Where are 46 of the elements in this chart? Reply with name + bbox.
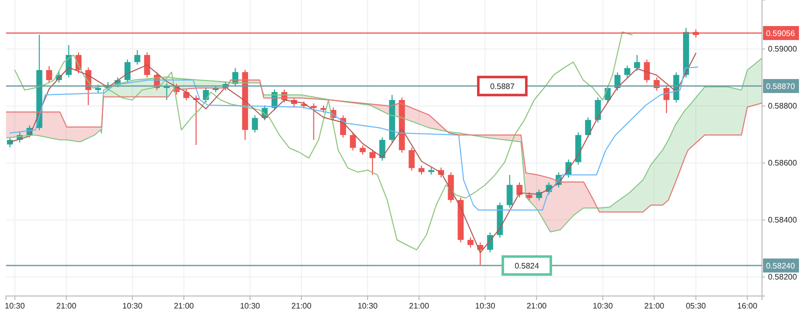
y-tick-label: 0.58600 xyxy=(768,158,798,168)
x-tick-label: 10:30 xyxy=(475,302,496,310)
candlestick xyxy=(644,59,650,84)
candlestick xyxy=(516,182,522,198)
candlestick xyxy=(350,132,356,151)
y-tick-label: 0.58800 xyxy=(768,102,798,111)
x-tick-label: 10:30 xyxy=(122,302,143,310)
annotation: 0.5824 xyxy=(514,262,540,271)
candlestick xyxy=(202,86,209,104)
candlestick xyxy=(408,147,415,172)
x-tick-label: 21:00 xyxy=(174,302,194,310)
candlestick xyxy=(467,236,474,248)
x-tick-label: 21:00 xyxy=(291,302,312,310)
candlestick xyxy=(624,65,630,78)
candlestick xyxy=(379,136,386,162)
candlestick xyxy=(585,116,592,138)
x-tick-label: 10:30 xyxy=(240,302,261,310)
x-tick-label: 21:00 xyxy=(56,302,77,310)
annotation: 0.5887 xyxy=(490,82,516,92)
candlestick xyxy=(310,102,317,140)
y-tick-label: 0.59000 xyxy=(768,44,798,54)
x-tick-label: 21:00 xyxy=(526,302,548,310)
x-tick-label: 10:30 xyxy=(592,302,614,310)
x-tick-label: 21:00 xyxy=(644,302,665,310)
candlestick xyxy=(369,149,376,176)
y-tick-label: 0.58200 xyxy=(768,272,798,282)
candlestick xyxy=(418,165,424,176)
candlestick xyxy=(144,52,150,78)
candlestick xyxy=(487,232,494,253)
x-tick-label: 16:00 xyxy=(737,302,758,310)
candlestick xyxy=(46,66,52,84)
candlestick xyxy=(134,50,140,66)
y-tick-label: 0.58400 xyxy=(768,215,798,224)
candlestick xyxy=(663,84,670,114)
ref-line-label: 0.58870 xyxy=(766,82,796,92)
candlestick xyxy=(124,59,131,83)
candlestick xyxy=(360,144,366,156)
x-tick-label: 21:00 xyxy=(409,302,430,310)
x-tick-label: 05:30 xyxy=(686,302,706,310)
ref-line-label: 0.59056 xyxy=(766,29,796,38)
candlestick xyxy=(506,174,513,208)
candlestick xyxy=(252,114,258,133)
candlestick xyxy=(634,54,640,72)
x-tick-label: 10:30 xyxy=(4,302,26,310)
ref-line-label: 0.58240 xyxy=(766,262,796,271)
x-tick-label: 10:30 xyxy=(358,302,378,310)
